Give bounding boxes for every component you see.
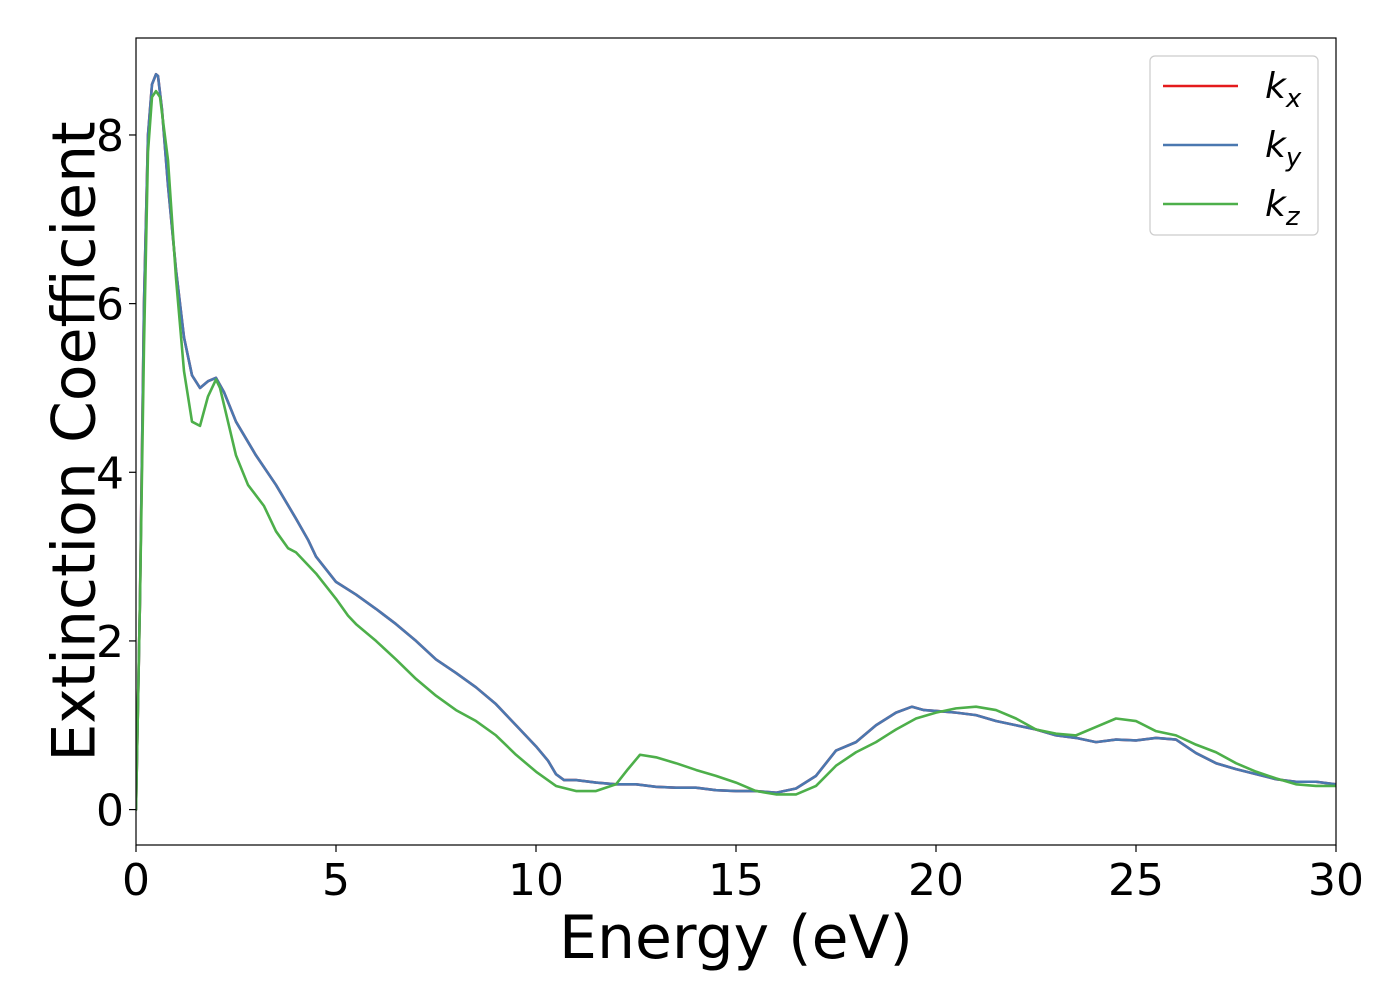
y-tick-label: 4 bbox=[96, 448, 124, 499]
plot-lines bbox=[136, 72, 1336, 811]
x-tick-label: 5 bbox=[322, 855, 350, 906]
x-tick-label: 25 bbox=[1108, 855, 1164, 906]
x-axis-ticks: 0 5 10 15 20 25 30 bbox=[122, 845, 1364, 906]
y-tick-label: 6 bbox=[96, 280, 124, 331]
legend-label-x: kx bbox=[1265, 66, 1302, 114]
x-tick-label: 30 bbox=[1308, 855, 1364, 906]
series-line-k-z bbox=[136, 89, 1336, 811]
y-axis-label: Extinction Coefficient bbox=[40, 121, 110, 761]
series-line-k-y bbox=[136, 72, 1336, 811]
x-tick-label: 10 bbox=[508, 855, 564, 906]
y-tick-label: 2 bbox=[96, 617, 124, 668]
x-tick-label: 15 bbox=[708, 855, 764, 906]
legend-label-y: ky bbox=[1265, 125, 1302, 173]
y-axis-ticks: 0 2 4 6 8 bbox=[96, 111, 136, 837]
legend: kx ky kz bbox=[1149, 55, 1319, 236]
legend-label-z: kz bbox=[1265, 184, 1301, 232]
x-axis-label: Energy (eV) bbox=[559, 903, 913, 973]
y-tick-label: 0 bbox=[96, 786, 124, 837]
x-tick-label: 0 bbox=[122, 855, 150, 906]
y-tick-label: 8 bbox=[96, 111, 124, 162]
x-tick-label: 20 bbox=[908, 855, 964, 906]
